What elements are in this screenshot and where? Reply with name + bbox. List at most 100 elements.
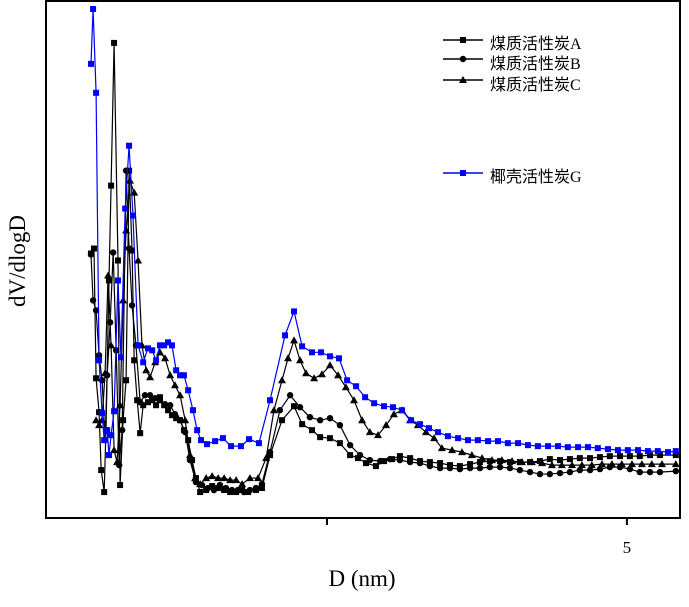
data-point bbox=[626, 453, 633, 460]
legend-marker bbox=[459, 55, 467, 63]
data-point bbox=[144, 345, 151, 352]
data-point bbox=[276, 407, 284, 414]
data-point bbox=[371, 400, 378, 407]
data-point bbox=[407, 455, 414, 462]
data-point bbox=[104, 271, 113, 279]
data-point bbox=[310, 374, 319, 382]
data-point bbox=[153, 402, 160, 409]
data-point bbox=[144, 399, 151, 406]
data-point bbox=[171, 411, 179, 418]
data-point bbox=[177, 372, 184, 379]
data-point bbox=[156, 397, 164, 404]
data-point bbox=[334, 371, 343, 379]
data-point bbox=[467, 451, 476, 459]
data-point bbox=[614, 447, 621, 454]
data-point bbox=[122, 167, 130, 174]
data-point bbox=[594, 445, 601, 452]
data-point bbox=[656, 468, 664, 476]
data-point bbox=[546, 456, 553, 463]
data-point bbox=[382, 421, 391, 429]
data-point bbox=[545, 443, 552, 450]
data-point bbox=[210, 486, 218, 494]
data-point bbox=[291, 403, 298, 410]
data-point bbox=[456, 465, 464, 473]
data-point bbox=[455, 435, 462, 442]
data-point bbox=[386, 455, 394, 463]
data-point bbox=[658, 460, 667, 468]
data-point bbox=[309, 427, 316, 434]
data-point bbox=[258, 480, 266, 488]
data-point bbox=[617, 453, 624, 460]
data-point bbox=[92, 416, 101, 424]
data-point bbox=[267, 397, 274, 404]
data-point bbox=[302, 369, 311, 377]
legend-label-a: 煤质活性炭A bbox=[490, 36, 582, 53]
series-line bbox=[90, 42, 676, 493]
data-point bbox=[536, 470, 544, 478]
data-point bbox=[587, 461, 596, 469]
data-point bbox=[290, 336, 299, 344]
data-point bbox=[254, 474, 263, 482]
data-point bbox=[165, 339, 172, 346]
data-point bbox=[396, 453, 403, 460]
data-point bbox=[607, 460, 616, 468]
data-point bbox=[109, 249, 117, 256]
x-axis-label: D (nm) bbox=[328, 566, 396, 591]
data-point bbox=[170, 381, 179, 389]
y-axis-label: dV/dlogD bbox=[5, 215, 30, 307]
data-point bbox=[373, 431, 382, 439]
data-point bbox=[278, 376, 287, 384]
data-point bbox=[282, 332, 289, 339]
data-point bbox=[444, 433, 451, 440]
data-point bbox=[129, 247, 136, 254]
data-point bbox=[487, 456, 496, 464]
data-point bbox=[575, 444, 582, 451]
data-point bbox=[299, 343, 306, 350]
data-point bbox=[87, 251, 95, 258]
series-layer bbox=[87, 5, 680, 496]
data-point bbox=[191, 474, 200, 482]
data-point bbox=[156, 342, 163, 349]
data-point bbox=[317, 434, 324, 441]
data-point bbox=[380, 458, 387, 465]
data-point bbox=[266, 448, 274, 456]
data-point bbox=[258, 485, 265, 492]
data-point bbox=[362, 394, 369, 401]
data-point bbox=[101, 489, 108, 496]
data-point bbox=[108, 182, 115, 189]
data-point bbox=[96, 357, 103, 364]
data-point bbox=[246, 436, 253, 443]
data-point bbox=[494, 438, 501, 445]
data-point bbox=[95, 421, 104, 429]
data-point bbox=[104, 427, 111, 434]
data-point bbox=[356, 451, 364, 459]
data-point bbox=[255, 440, 262, 447]
data-point bbox=[284, 354, 293, 362]
data-point bbox=[437, 444, 446, 452]
data-point bbox=[626, 465, 634, 473]
data-point bbox=[672, 467, 680, 475]
data-point bbox=[389, 410, 398, 418]
data-point bbox=[353, 383, 360, 390]
x-axis-ticks bbox=[326, 518, 628, 525]
data-point bbox=[362, 460, 369, 467]
data-point bbox=[222, 484, 230, 492]
data-point bbox=[90, 245, 97, 252]
data-point bbox=[149, 347, 156, 354]
data-point bbox=[336, 355, 343, 362]
data-point bbox=[536, 458, 543, 465]
data-point bbox=[108, 432, 115, 439]
data-point bbox=[426, 462, 434, 470]
data-point bbox=[166, 371, 175, 379]
data-point bbox=[516, 466, 524, 474]
data-point bbox=[197, 489, 204, 496]
data-point bbox=[647, 452, 654, 459]
data-point bbox=[347, 452, 354, 459]
data-point bbox=[576, 455, 583, 462]
data-point bbox=[576, 466, 584, 474]
data-point bbox=[252, 484, 260, 492]
data-point bbox=[527, 458, 536, 466]
data-point bbox=[486, 463, 494, 471]
series-3 bbox=[87, 5, 679, 459]
data-point bbox=[286, 392, 294, 399]
